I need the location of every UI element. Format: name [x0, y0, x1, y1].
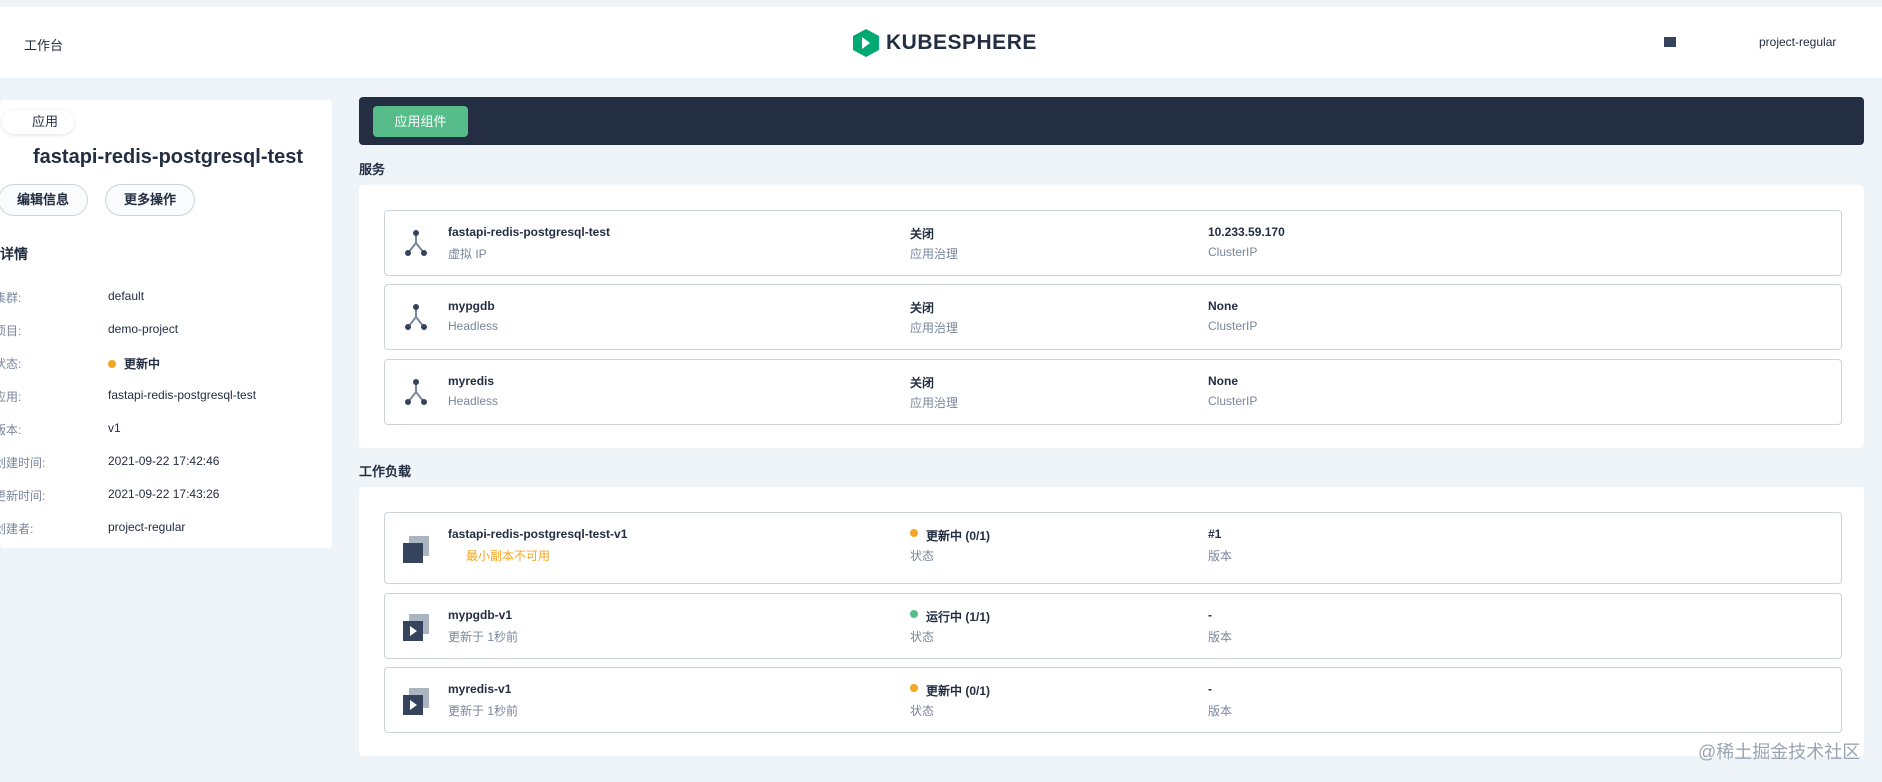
version-label: 版本 — [1208, 630, 1233, 644]
workload-version: - — [1208, 608, 1212, 622]
detail-label: 项目: — [0, 324, 22, 338]
workload-sub: 更新于 1秒前 — [448, 704, 519, 718]
detail-value: 2021-09-22 17:43:26 — [108, 487, 220, 501]
status-dot — [910, 684, 918, 692]
details-title: 详情 — [0, 246, 28, 262]
workload-name: fastapi-redis-postgresql-test-v1 — [448, 527, 628, 541]
service-item: myredis Headless 关闭应用治理 None ClusterIP — [384, 359, 1842, 425]
detail-label: 创建时间: — [0, 456, 46, 470]
tab[interactable]: 应用组件 — [373, 106, 468, 137]
service-item: mypgdb Headless 关闭应用治理 None ClusterIP — [384, 284, 1842, 350]
status-dot — [910, 610, 918, 618]
detail-label: 状态: — [0, 357, 22, 371]
service-ip: None — [1208, 374, 1238, 388]
sidebar: 应用 fastapi-redis-postgresql-test 编辑信息 更多… — [0, 100, 332, 548]
service-type: Headless — [448, 394, 499, 408]
workload-sub: 最小副本不可用 — [466, 549, 551, 563]
back-button[interactable]: 应用 — [2, 110, 74, 134]
watermark: @稀土掘金技术社区 — [1698, 742, 1861, 762]
workload-name: myredis-v1 — [448, 682, 512, 696]
detail-value: default — [108, 289, 145, 303]
detail-label: 集群: — [0, 291, 22, 305]
ip-label: ClusterIP — [1208, 394, 1258, 408]
service-name: fastapi-redis-postgresql-test — [448, 225, 611, 239]
logo-text: KUBESPHERE — [886, 31, 1037, 54]
service-name: myredis — [448, 374, 495, 388]
detail-label: 应用: — [0, 390, 22, 404]
governance: 关闭 — [910, 301, 935, 315]
governance-label: 应用治理 — [910, 247, 959, 261]
workload-version: #1 — [1208, 527, 1222, 541]
edit-button[interactable]: 编辑信息 — [0, 184, 89, 216]
status-label: 状态 — [910, 630, 935, 644]
workload-item: myredis-v1 更新于 1秒前 更新中 (0/1) 状态 - 版本 — [384, 667, 1842, 733]
version-label: 版本 — [1208, 549, 1233, 563]
item-icon — [403, 614, 429, 641]
detail-value: 更新中 — [108, 355, 160, 372]
service-item: fastapi-redis-postgresql-test 虚拟 IP 关闭应用治理… — [384, 210, 1842, 276]
service-name: mypgdb — [448, 299, 495, 313]
status-label: 状态 — [910, 549, 935, 563]
item-icon — [405, 230, 427, 256]
workload-status: 更新中 (0/1) — [910, 682, 990, 699]
more-button[interactable]: 更多操作 — [105, 184, 196, 216]
detail-value: fastapi-redis-postgresql-test — [108, 388, 257, 402]
version-label: 版本 — [1208, 704, 1233, 718]
workload-status: 更新中 (0/1) — [910, 527, 990, 544]
workload-item: fastapi-redis-postgresql-test-v1 最小副本不可用 更… — [384, 512, 1842, 584]
service-ip: 10.233.59.170 — [1208, 225, 1285, 239]
status-dot — [910, 529, 918, 537]
top-strip — [0, 0, 1882, 7]
item-icon — [405, 379, 427, 405]
item-icon — [403, 688, 429, 715]
detail-value: demo-project — [108, 322, 179, 336]
service-type: Headless — [448, 319, 499, 333]
services-title: 服务 — [359, 162, 386, 177]
detail-label: 更新时间: — [0, 489, 46, 503]
governance-label: 应用治理 — [910, 396, 959, 410]
top-bar: 工作台 KUBESPHERE project-regular — [0, 0, 1882, 78]
detail-value: project-regular — [108, 520, 186, 534]
ip-label: ClusterIP — [1208, 319, 1258, 333]
ip-label: ClusterIP — [1208, 245, 1258, 259]
workbench[interactable]: 工作台 — [24, 38, 64, 53]
notice-icon[interactable] — [1664, 37, 1676, 47]
workload-version: - — [1208, 682, 1212, 696]
status-text: 更新中 — [124, 357, 161, 371]
app-name: fastapi-redis-postgresql-test — [33, 146, 304, 168]
detail-label: 版本: — [0, 423, 22, 437]
workload-name: mypgdb-v1 — [448, 608, 513, 622]
logo-icon — [853, 29, 879, 57]
service-type: 虚拟 IP — [448, 247, 487, 261]
detail-value: v1 — [108, 421, 121, 435]
status-dot — [108, 360, 116, 368]
detail-label: 创建者: — [0, 522, 34, 536]
item-icon — [403, 536, 429, 563]
detail-value: 2021-09-22 17:42:46 — [108, 454, 220, 468]
user-menu[interactable]: project-regular — [1759, 35, 1837, 49]
governance: 关闭 — [910, 376, 935, 390]
workloads-title: 工作负载 — [359, 464, 412, 479]
workload-item: mypgdb-v1 更新于 1秒前 运行中 (1/1) 状态 - 版本 — [384, 593, 1842, 659]
governance: 关闭 — [910, 227, 935, 241]
workload-sub: 更新于 1秒前 — [448, 630, 519, 644]
governance-label: 应用治理 — [910, 321, 959, 335]
item-icon — [405, 304, 427, 330]
tab-bar: 应用组件 — [359, 97, 1864, 145]
status-label: 状态 — [910, 704, 935, 718]
service-ip: None — [1208, 299, 1238, 313]
workload-status: 运行中 (1/1) — [910, 608, 990, 625]
